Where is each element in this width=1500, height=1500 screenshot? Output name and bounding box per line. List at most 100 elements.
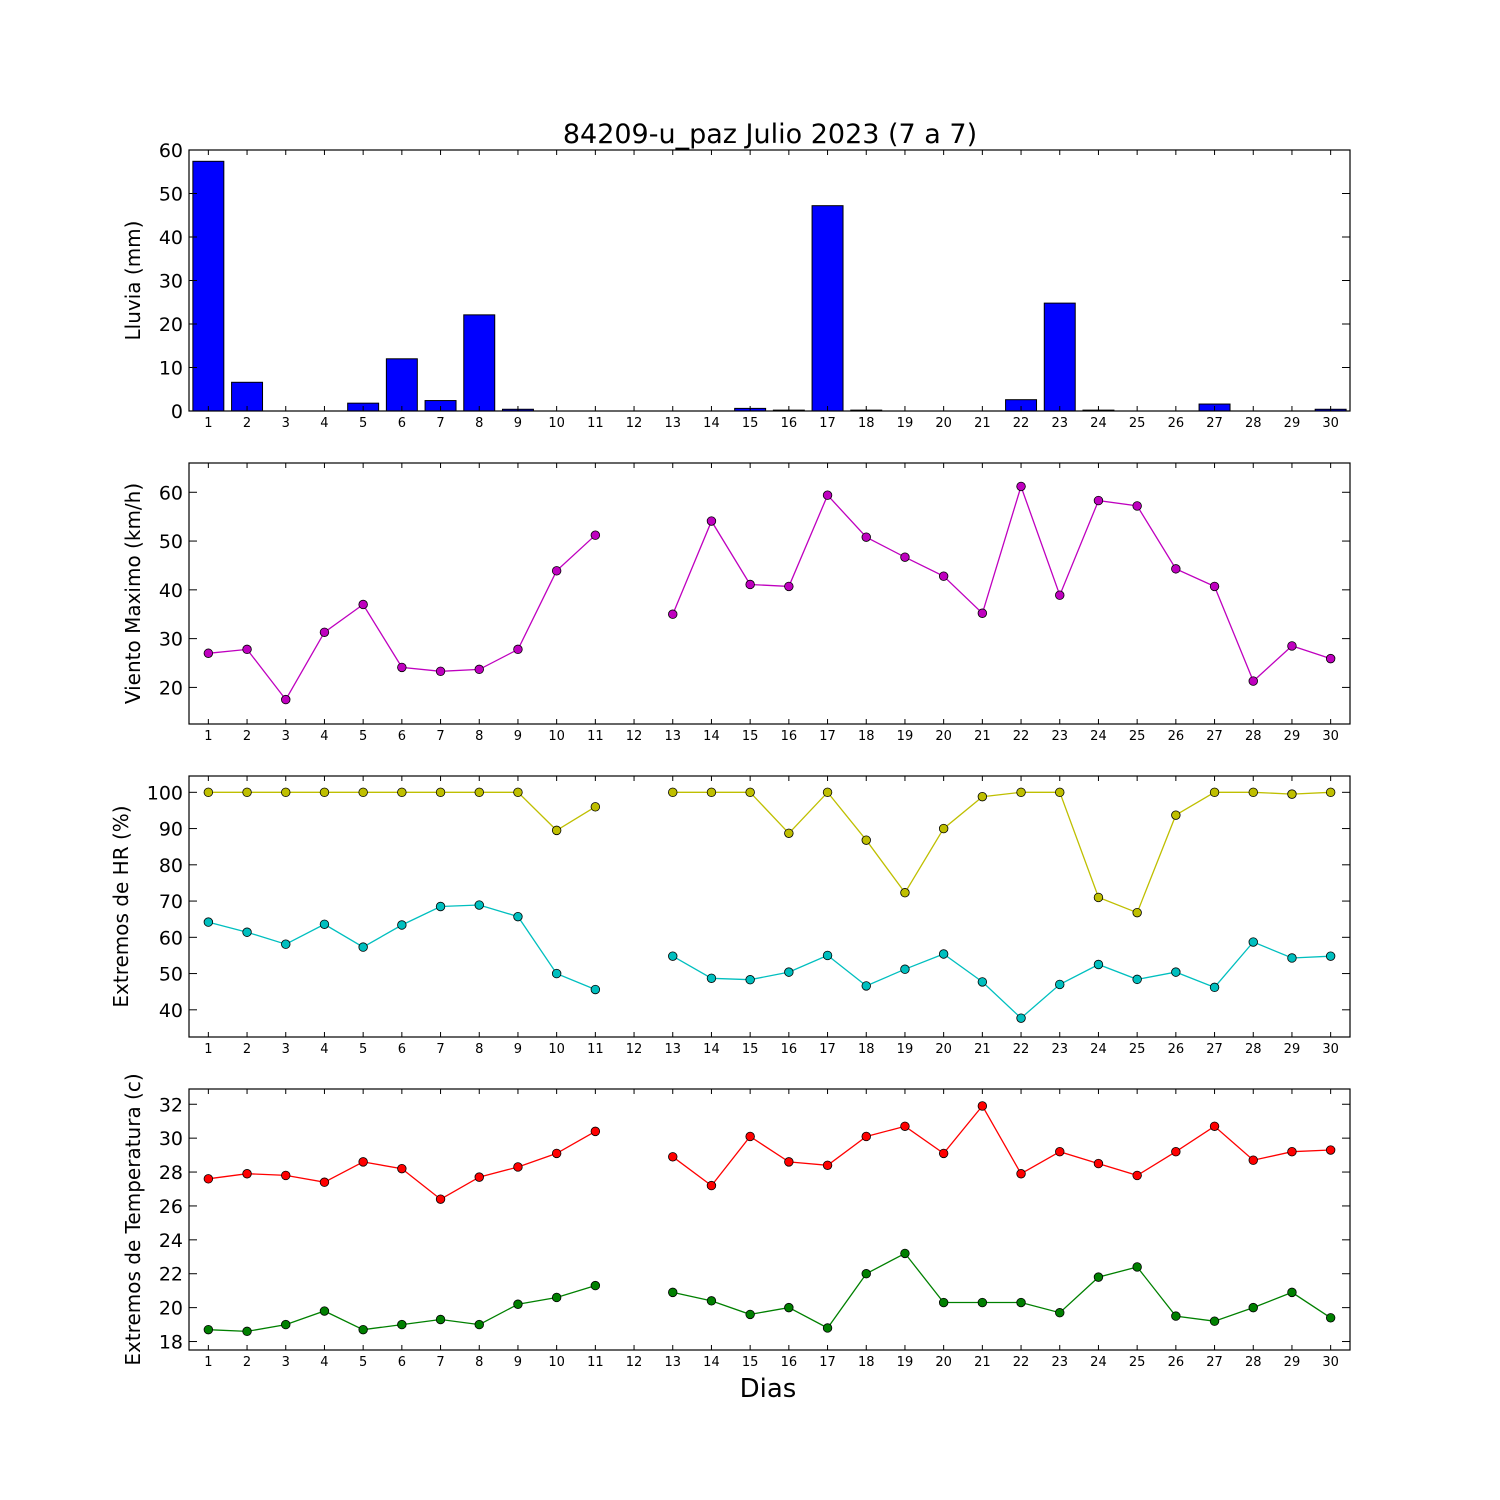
data-point	[1209, 787, 1220, 798]
y-tick-label: 40	[159, 227, 183, 249]
y-tick-label: 50	[159, 531, 183, 553]
data-point	[590, 1126, 601, 1137]
data-point	[1093, 1272, 1104, 1282]
series-1	[203, 481, 1336, 705]
y-tick-label: 20	[159, 314, 183, 336]
x-tick-label: 26	[1168, 1042, 1185, 1057]
data-point	[822, 1323, 833, 1333]
x-tick-label: 26	[1168, 1355, 1185, 1370]
series-line	[672, 1252, 1331, 1329]
x-tick-label: 10	[548, 416, 565, 431]
x-tick-label: 16	[781, 729, 798, 744]
data-point	[1209, 1121, 1220, 1131]
data-point	[358, 787, 368, 798]
data-point	[281, 939, 291, 949]
x-tick-label: 15	[742, 416, 759, 431]
data-point	[938, 1148, 949, 1159]
data-point	[242, 644, 252, 655]
x-tick-label: 5	[359, 416, 367, 431]
data-point	[977, 791, 988, 802]
panel-3: 1 2 3 4 5 6 7 8 9 10 11 12 13 14 15 16 17 18 19 20 21 22 23 24 2…	[109, 775, 1351, 1057]
x-tick-label: 19	[897, 729, 914, 744]
data-point	[1093, 892, 1104, 903]
data-point	[1325, 1145, 1336, 1155]
x-tick-label: 5	[359, 729, 367, 744]
series-2	[203, 1248, 1336, 1337]
data-point	[281, 1319, 291, 1330]
x-tick-label: 8	[475, 1355, 483, 1370]
x-tick-label: 4	[320, 1355, 328, 1370]
data-point	[1016, 787, 1026, 798]
x-tick-label: 25	[1129, 729, 1146, 744]
x-tick-label: 25	[1129, 1355, 1146, 1370]
x-tick-label: 9	[514, 729, 522, 744]
data-point	[1248, 1155, 1258, 1165]
data-point	[435, 1314, 446, 1325]
x-tick-label: 12	[626, 1355, 643, 1370]
x-tick-label: 5	[359, 1355, 367, 1370]
x-tick-label: 21	[974, 1042, 991, 1057]
data-point	[745, 975, 755, 985]
data-point	[977, 977, 988, 987]
series-line	[672, 791, 1331, 914]
data-point	[203, 917, 214, 927]
x-tick-label: 2	[243, 1355, 251, 1370]
data-point	[1055, 787, 1065, 798]
data-point	[397, 1163, 407, 1174]
x-tick-label: 17	[819, 1042, 836, 1057]
data-point	[319, 627, 330, 637]
x-tick-label: 26	[1168, 729, 1185, 744]
data-point	[435, 901, 446, 912]
rain-bar	[192, 160, 225, 412]
series-line	[672, 941, 1331, 1019]
data-point	[861, 1269, 871, 1279]
y-tick-label: 70	[159, 891, 183, 913]
x-axis-label: Dias	[740, 1374, 797, 1404]
data-point	[435, 1194, 446, 1204]
data-point	[435, 787, 446, 798]
x-tick-label: 12	[626, 416, 643, 431]
data-point	[242, 787, 252, 798]
data-point	[1132, 907, 1142, 918]
data-point	[900, 1121, 910, 1131]
data-point	[1325, 951, 1336, 961]
rain-bar	[385, 358, 418, 412]
x-tick-label: 3	[282, 729, 290, 744]
y-tick-label: 0	[171, 401, 183, 423]
data-point	[513, 911, 523, 922]
data-point	[745, 1131, 755, 1142]
data-point	[1171, 564, 1181, 574]
data-point	[435, 666, 446, 677]
y-tick-label: 80	[159, 855, 183, 877]
x-tick-label: 27	[1206, 416, 1223, 431]
y-axis-label: Viento Maximo (km/h)	[121, 483, 145, 704]
data-point	[861, 1131, 871, 1142]
data-point	[1248, 1302, 1258, 1313]
data-point	[706, 1180, 717, 1191]
data-point	[1093, 959, 1104, 970]
y-tick-label: 90	[159, 819, 183, 841]
series-1	[203, 787, 1336, 918]
plot-frame	[188, 1088, 1351, 1351]
x-tick-label: 10	[548, 1042, 565, 1057]
data-point	[1171, 1311, 1181, 1321]
data-point	[900, 552, 910, 562]
data-point	[203, 787, 214, 798]
x-tick-label: 4	[320, 416, 328, 431]
data-point	[1055, 590, 1065, 600]
x-tick-label: 20	[935, 416, 952, 431]
x-tick-label: 2	[243, 416, 251, 431]
rain-bar	[811, 205, 844, 412]
data-point	[706, 973, 717, 983]
x-tick-label: 13	[664, 416, 681, 431]
data-point	[203, 648, 214, 658]
data-point	[358, 1324, 368, 1335]
x-tick-label: 21	[974, 1355, 991, 1370]
x-tick-label: 27	[1206, 729, 1223, 744]
x-tick-label: 8	[475, 1042, 483, 1057]
data-point	[513, 1162, 523, 1172]
x-tick-label: 18	[858, 729, 875, 744]
data-point	[590, 802, 601, 812]
